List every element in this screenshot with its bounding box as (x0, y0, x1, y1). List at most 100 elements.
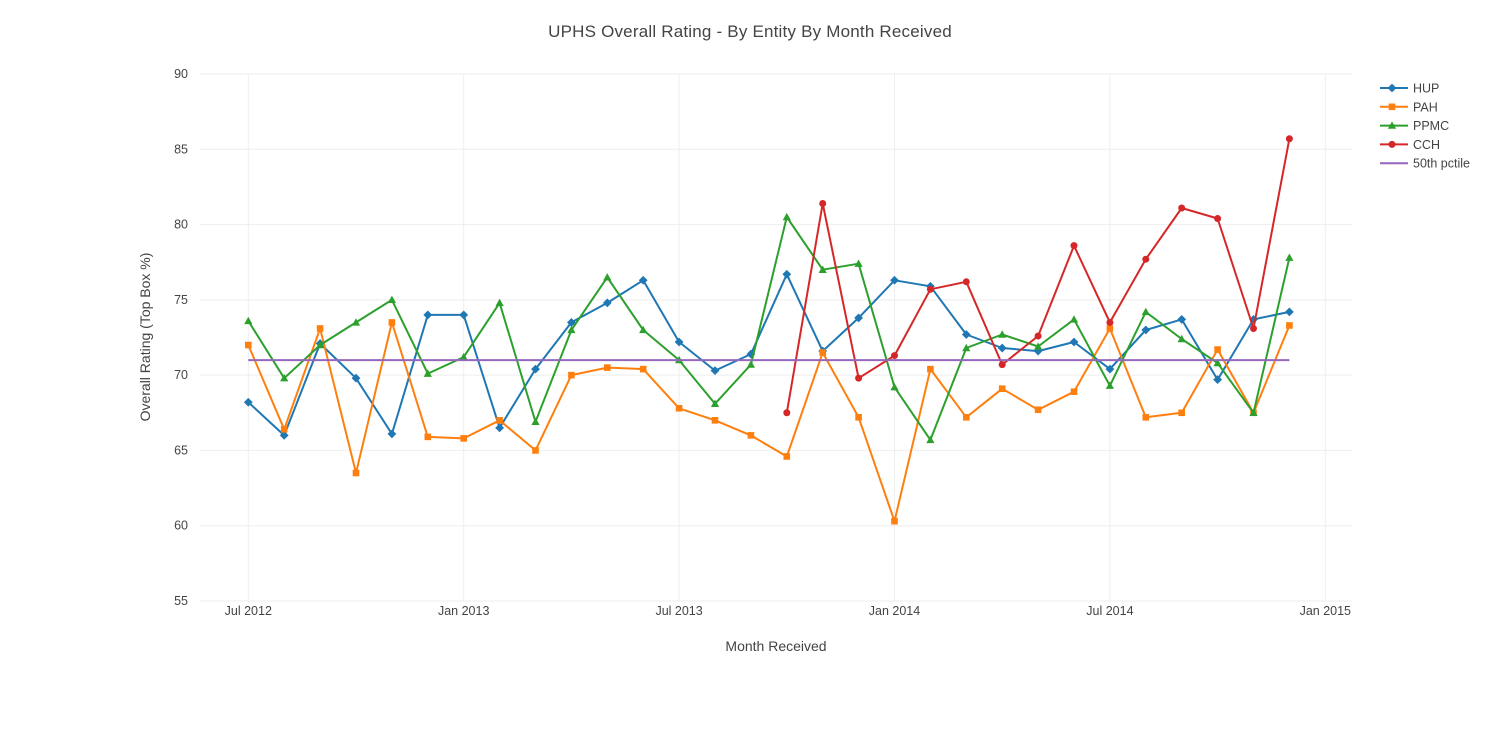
point-PPMC-Nov 2012[interactable] (387, 295, 396, 304)
point-CCH-Jun 2014[interactable] (1070, 242, 1078, 250)
point-HUP-Dec 2012[interactable] (423, 310, 433, 320)
point-CCH-Dec 2013[interactable] (855, 374, 863, 382)
point-HUP-Jul 2014[interactable] (1105, 364, 1115, 374)
point-CCH-Oct 2014[interactable] (1214, 215, 1222, 223)
point-PPMC-Dec 2014[interactable] (1285, 253, 1294, 261)
legend-item-PPMC[interactable]: PPMC (1380, 119, 1449, 133)
point-PAH-May 2014[interactable] (1034, 406, 1042, 414)
point-PAH-Apr 2014[interactable] (998, 385, 1006, 392)
point-PPMC-Sep 2014[interactable] (1177, 334, 1186, 343)
point-CCH-Jul 2014[interactable] (1106, 318, 1114, 326)
point-PAH-Jul 2014[interactable] (1106, 325, 1114, 332)
point-HUP-Jul 2012[interactable] (243, 397, 253, 407)
point-PAH-May 2013[interactable] (604, 364, 611, 371)
point-HUP-Aug 2012[interactable] (279, 430, 289, 440)
point-CCH-Nov 2013[interactable] (819, 199, 827, 207)
point-HUP-May 2014[interactable] (1033, 346, 1043, 356)
point-PAH-Sep 2013[interactable] (747, 432, 755, 439)
point-CCH-Nov 2014[interactable] (1250, 324, 1257, 332)
point-PAH-Jan 2013[interactable] (460, 435, 467, 442)
point-HUP-May 2013[interactable] (602, 298, 612, 308)
point-PAH-Aug 2012[interactable] (280, 426, 288, 433)
legend-marker-HUP[interactable] (1387, 83, 1397, 93)
point-PPMC-Apr 2014[interactable] (998, 330, 1007, 338)
point-PPMC-Nov 2013[interactable] (818, 265, 827, 273)
point-PAH-Oct 2013[interactable] (783, 453, 791, 460)
point-PPMC-May 2013[interactable] (603, 273, 612, 281)
point-PAH-Jun 2013[interactable] (639, 365, 647, 373)
point-PPMC-May 2014[interactable] (1034, 342, 1043, 350)
point-HUP-Mar 2013[interactable] (531, 364, 540, 374)
point-PPMC-Aug 2014[interactable] (1141, 307, 1150, 316)
point-HUP-Jun 2014[interactable] (1069, 337, 1079, 347)
point-HUP-Aug 2013[interactable] (710, 366, 720, 376)
point-HUP-Jul 2013[interactable] (674, 337, 684, 347)
point-PPMC-Mar 2014[interactable] (962, 343, 971, 352)
point-PPMC-Jul 2012[interactable] (244, 316, 253, 325)
legend-item-50th pctile[interactable]: 50th pctile (1380, 157, 1470, 171)
point-PAH-Oct 2012[interactable] (352, 469, 360, 477)
point-CCH-Dec 2014[interactable] (1285, 135, 1293, 143)
point-CCH-Oct 2013[interactable] (783, 409, 791, 417)
point-PPMC-Nov 2014[interactable] (1249, 408, 1258, 416)
point-PPMC-Jan 2014[interactable] (890, 382, 899, 391)
point-HUP-Apr 2013[interactable] (567, 318, 576, 327)
point-PAH-Dec 2014[interactable] (1286, 322, 1293, 329)
point-PPMC-Mar 2013[interactable] (531, 417, 540, 426)
point-PAH-Oct 2014[interactable] (1214, 346, 1221, 353)
point-CCH-Jan 2014[interactable] (891, 352, 898, 360)
point-PAH-Feb 2013[interactable] (496, 417, 503, 424)
point-HUP-Jun 2013[interactable] (638, 275, 648, 285)
point-CCH-Mar 2014[interactable] (962, 278, 970, 286)
point-HUP-Jan 2014[interactable] (890, 275, 899, 285)
point-PAH-Nov 2012[interactable] (388, 319, 396, 326)
point-PPMC-Apr 2013[interactable] (567, 325, 576, 334)
point-PPMC-Dec 2012[interactable] (423, 369, 432, 377)
point-CCH-Aug 2014[interactable] (1142, 255, 1150, 263)
point-CCH-Apr 2014[interactable] (998, 361, 1006, 369)
point-CCH-Feb 2014[interactable] (926, 285, 934, 293)
point-PAH-Jan 2014[interactable] (891, 517, 898, 525)
point-PAH-Dec 2012[interactable] (424, 433, 432, 441)
point-HUP-Dec 2013[interactable] (854, 313, 863, 323)
point-PPMC-Feb 2013[interactable] (495, 298, 504, 307)
point-PAH-Jun 2014[interactable] (1070, 388, 1078, 396)
point-PPMC-Sep 2013[interactable] (746, 360, 755, 368)
point-HUP-Jan 2013[interactable] (459, 310, 469, 320)
point-PAH-Feb 2014[interactable] (927, 365, 934, 373)
point-PPMC-Jan 2013[interactable] (459, 352, 468, 361)
point-PPMC-Sep 2012[interactable] (316, 340, 325, 349)
legend-item-CCH[interactable]: CCH (1380, 138, 1440, 152)
point-PPMC-Feb 2014[interactable] (926, 435, 935, 444)
legend-marker-PPMC[interactable] (1387, 121, 1397, 129)
point-HUP-Sep 2014[interactable] (1177, 315, 1187, 324)
point-PAH-Nov 2013[interactable] (819, 349, 826, 356)
point-PPMC-Aug 2013[interactable] (710, 399, 720, 407)
legend-marker-PAH[interactable] (1388, 103, 1396, 111)
point-CCH-Sep 2014[interactable] (1178, 204, 1186, 212)
point-HUP-Oct 2014[interactable] (1213, 375, 1222, 385)
point-PAH-Sep 2014[interactable] (1178, 409, 1185, 417)
point-PPMC-Dec 2013[interactable] (854, 259, 863, 267)
point-PAH-Dec 2013[interactable] (855, 414, 862, 421)
legend-item-HUP[interactable]: HUP (1380, 82, 1439, 96)
point-PPMC-Oct 2013[interactable] (782, 212, 791, 221)
point-HUP-Mar 2014[interactable] (961, 330, 971, 339)
point-HUP-Apr 2014[interactable] (997, 343, 1007, 353)
legend-item-PAH[interactable]: PAH (1380, 100, 1438, 114)
point-HUP-Nov 2012[interactable] (387, 429, 397, 439)
point-PAH-Apr 2013[interactable] (568, 371, 575, 379)
point-CCH-May 2014[interactable] (1034, 332, 1042, 340)
point-PAH-Aug 2014[interactable] (1142, 414, 1150, 421)
point-PAH-Mar 2014[interactable] (963, 414, 970, 421)
point-PAH-Jul 2012[interactable] (245, 341, 252, 349)
point-PPMC-Jun 2013[interactable] (639, 325, 648, 334)
point-HUP-Aug 2014[interactable] (1141, 325, 1151, 335)
point-PAH-Sep 2012[interactable] (316, 325, 324, 332)
point-PPMC-Oct 2012[interactable] (351, 318, 361, 326)
point-PPMC-Jun 2014[interactable] (1069, 315, 1079, 323)
point-PPMC-Jul 2014[interactable] (1105, 381, 1114, 389)
point-PPMC-Oct 2014[interactable] (1213, 358, 1222, 367)
point-PAH-Aug 2013[interactable] (711, 417, 719, 424)
